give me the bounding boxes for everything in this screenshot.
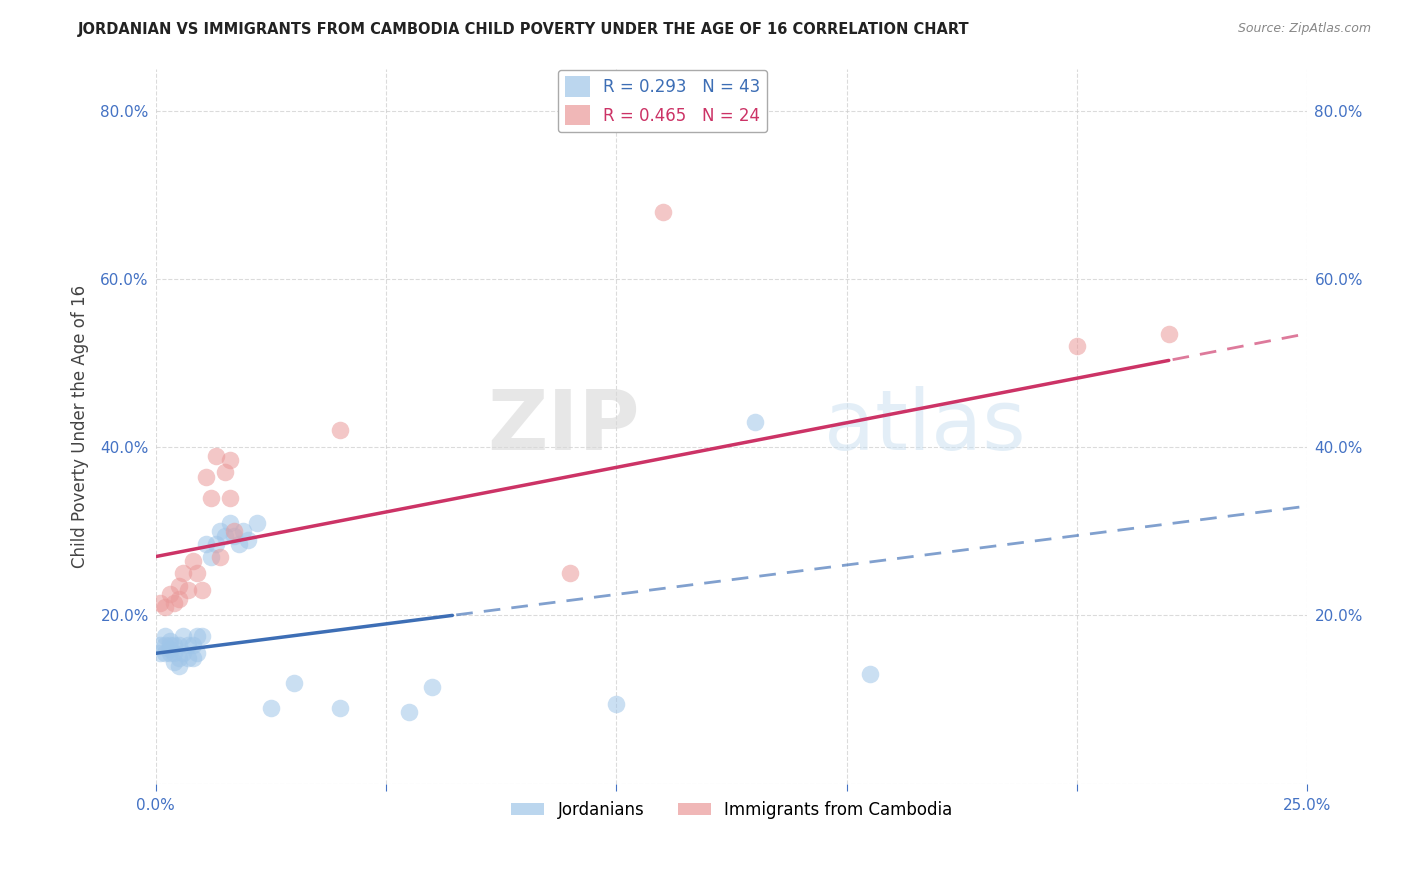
Point: [167, 591, 190, 606]
Point: [214, 466, 236, 480]
Point: [560, 566, 582, 581]
Point: [177, 638, 200, 652]
Point: [195, 469, 218, 483]
Point: [181, 650, 204, 665]
Point: [186, 646, 208, 660]
Point: [246, 516, 269, 530]
Text: ZIP: ZIP: [486, 385, 640, 467]
Point: [200, 491, 222, 505]
Point: [232, 524, 254, 539]
Point: [177, 583, 200, 598]
Text: JORDANIAN VS IMMIGRANTS FROM CAMBODIA CHILD POVERTY UNDER THE AGE OF 16 CORRELAT: JORDANIAN VS IMMIGRANTS FROM CAMBODIA CH…: [77, 22, 969, 37]
Point: [163, 638, 186, 652]
Point: [329, 701, 352, 715]
Point: [186, 630, 208, 644]
Point: [224, 528, 246, 542]
Point: [651, 204, 673, 219]
Point: [181, 554, 204, 568]
Point: [329, 423, 352, 437]
Point: [209, 524, 232, 539]
Point: [1159, 326, 1181, 341]
Point: [167, 650, 190, 665]
Point: [744, 415, 766, 429]
Point: [260, 701, 283, 715]
Point: [218, 516, 240, 530]
Point: [163, 655, 186, 669]
Point: [200, 549, 222, 564]
Point: [186, 566, 208, 581]
Point: [153, 630, 176, 644]
Point: [398, 705, 420, 719]
Point: [204, 449, 226, 463]
Point: [605, 697, 627, 711]
Point: [172, 646, 194, 660]
Point: [195, 537, 218, 551]
Point: [159, 638, 181, 652]
Point: [177, 650, 200, 665]
Point: [159, 642, 181, 657]
Point: [181, 638, 204, 652]
Point: [191, 583, 214, 598]
Point: [172, 566, 194, 581]
Point: [159, 587, 181, 601]
Point: [149, 596, 172, 610]
Point: [167, 579, 190, 593]
Point: [149, 638, 172, 652]
Text: Source: ZipAtlas.com: Source: ZipAtlas.com: [1237, 22, 1371, 36]
Point: [153, 646, 176, 660]
Point: [209, 549, 232, 564]
Point: [420, 680, 443, 694]
Legend: Jordanians, Immigrants from Cambodia: Jordanians, Immigrants from Cambodia: [505, 794, 959, 825]
Point: [228, 537, 250, 551]
Y-axis label: Child Poverty Under the Age of 16: Child Poverty Under the Age of 16: [72, 285, 89, 567]
Point: [159, 633, 181, 648]
Point: [153, 600, 176, 615]
Point: [236, 533, 259, 547]
Point: [1066, 339, 1088, 353]
Point: [283, 675, 305, 690]
Point: [218, 452, 240, 467]
Point: [204, 537, 226, 551]
Point: [159, 646, 181, 660]
Point: [172, 630, 194, 644]
Point: [163, 646, 186, 660]
Point: [224, 524, 246, 539]
Point: [167, 638, 190, 652]
Point: [859, 667, 882, 681]
Point: [167, 659, 190, 673]
Point: [218, 491, 240, 505]
Point: [153, 638, 176, 652]
Point: [149, 646, 172, 660]
Point: [163, 596, 186, 610]
Point: [191, 630, 214, 644]
Point: [214, 528, 236, 542]
Text: atlas: atlas: [824, 385, 1025, 467]
